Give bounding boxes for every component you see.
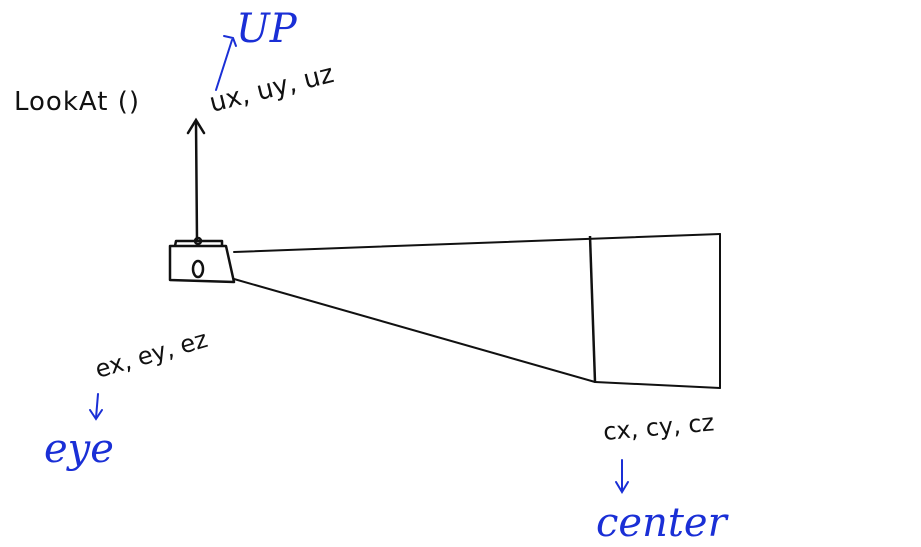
function-label: LookAt () (14, 87, 140, 117)
eye-coords-label: ex, ey, ez (92, 325, 211, 384)
center-annotation: center (596, 500, 730, 546)
up-annotation: UP (236, 6, 298, 52)
eye-annotation: eye (44, 426, 114, 472)
center-coords-label: cx, cy, cz (602, 408, 715, 446)
near-plane-line (588, 235, 597, 383)
camera-icon (168, 236, 236, 284)
up-annotation-arrow (215, 35, 237, 91)
view-frustum (233, 233, 721, 389)
center-annotation-arrow (615, 459, 629, 494)
up-vector-label: ux, uy, uz (206, 59, 336, 119)
eye-annotation-arrow (89, 393, 103, 421)
up-vector-arrow (186, 117, 206, 242)
